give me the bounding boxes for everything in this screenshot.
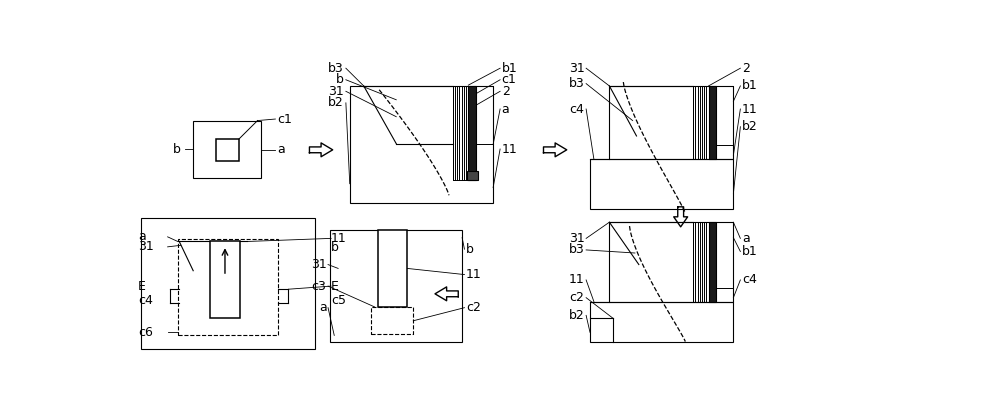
- Text: c4: c4: [742, 273, 757, 286]
- Text: 11: 11: [466, 268, 482, 281]
- Text: b2: b2: [569, 309, 585, 322]
- Text: 31: 31: [311, 258, 326, 271]
- Bar: [609, 86, 733, 159]
- Text: b2: b2: [742, 120, 758, 133]
- Text: 11: 11: [569, 273, 585, 286]
- Bar: [590, 159, 733, 209]
- Text: c6: c6: [138, 326, 153, 339]
- Text: E: E: [138, 279, 146, 293]
- Text: b: b: [466, 243, 474, 256]
- Text: b2: b2: [328, 96, 344, 109]
- Text: E: E: [331, 279, 339, 293]
- Text: b: b: [173, 143, 181, 156]
- Text: 2: 2: [502, 85, 510, 98]
- Bar: [140, 218, 315, 349]
- Bar: [609, 222, 733, 302]
- Bar: [330, 230, 462, 341]
- Bar: [371, 307, 413, 334]
- Text: b1: b1: [742, 80, 758, 93]
- Bar: [709, 222, 716, 302]
- Text: 11: 11: [331, 232, 347, 245]
- Text: 11: 11: [742, 102, 758, 115]
- Bar: [467, 171, 478, 180]
- Bar: [693, 86, 709, 159]
- Text: c2: c2: [570, 291, 585, 304]
- Text: 2: 2: [742, 62, 750, 75]
- Text: c4: c4: [138, 294, 153, 307]
- Text: 11: 11: [502, 142, 517, 155]
- Bar: [468, 86, 476, 180]
- Bar: [693, 222, 709, 302]
- Text: b1: b1: [742, 245, 758, 258]
- Bar: [716, 86, 733, 145]
- Text: a: a: [319, 301, 326, 314]
- Text: c4: c4: [570, 102, 585, 115]
- Text: a: a: [138, 231, 146, 243]
- Bar: [716, 222, 733, 288]
- Bar: [216, 139, 239, 161]
- Bar: [453, 86, 468, 180]
- Text: b3: b3: [328, 62, 344, 75]
- Bar: [178, 239, 278, 335]
- Text: c2: c2: [466, 301, 481, 314]
- Bar: [193, 121, 261, 178]
- Text: a: a: [502, 102, 509, 115]
- Text: 31: 31: [569, 62, 585, 75]
- Bar: [476, 86, 493, 144]
- Text: a: a: [277, 143, 285, 156]
- Text: c1: c1: [502, 73, 517, 86]
- Text: a: a: [742, 232, 750, 245]
- Bar: [709, 86, 716, 159]
- Text: c1: c1: [277, 113, 292, 126]
- Text: 31: 31: [569, 232, 585, 245]
- Text: c5: c5: [331, 294, 346, 307]
- Text: b1: b1: [502, 62, 517, 75]
- Text: b3: b3: [569, 244, 585, 257]
- Text: c3: c3: [312, 279, 326, 293]
- Bar: [590, 302, 733, 341]
- Text: 31: 31: [138, 240, 154, 253]
- Bar: [210, 242, 240, 319]
- Text: b: b: [331, 241, 339, 254]
- Text: 31: 31: [328, 85, 344, 98]
- Bar: [378, 230, 407, 307]
- Bar: [350, 86, 493, 203]
- Text: b3: b3: [569, 77, 585, 90]
- Text: b: b: [336, 73, 344, 86]
